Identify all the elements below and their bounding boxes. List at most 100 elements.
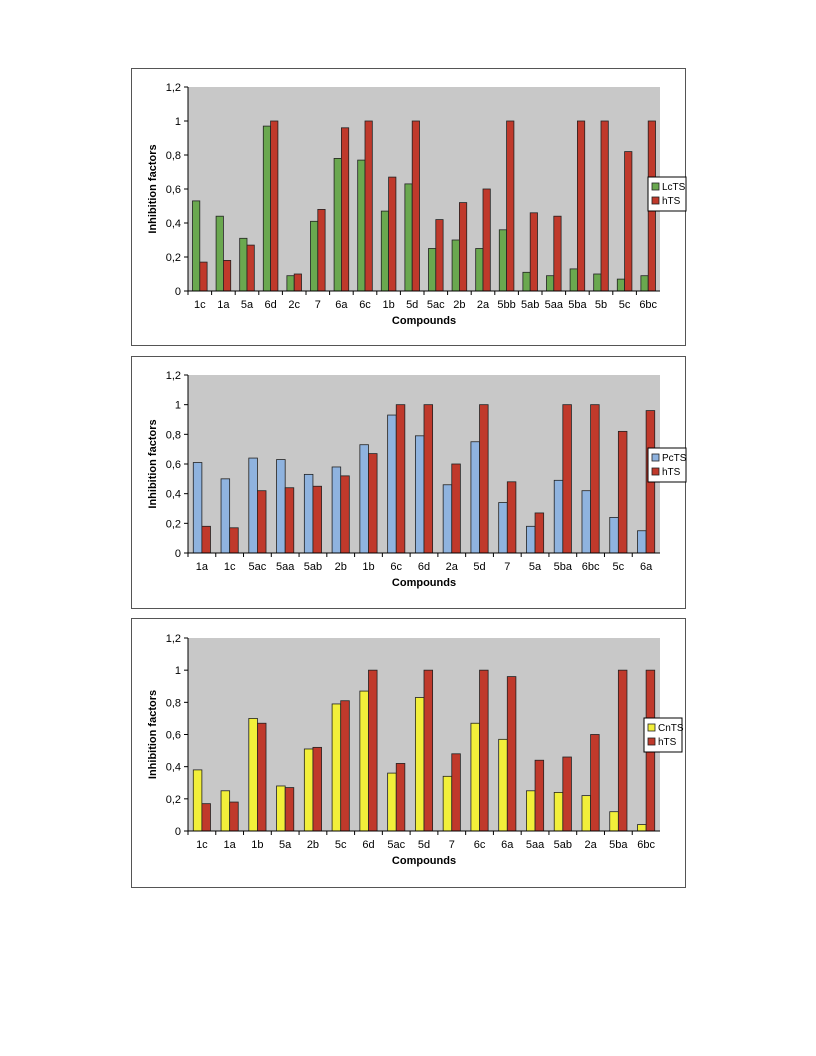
x-tick-label: 5d [418,839,430,851]
bar-lcts-7 [310,220,319,292]
bar-cnts-2b [303,748,314,832]
bar-hts-5d [479,404,489,554]
bar-pcts-1a [192,462,203,554]
bar-cnts-6a [498,738,508,832]
x-tick-label: 6a [501,839,514,851]
bar-hts-7 [451,753,461,832]
x-tick-label: 6a [640,561,653,573]
y-axis-title: Inhibition factors [147,144,159,233]
bar-pcts-5aa [276,459,286,554]
bar-cnts-5aa [526,790,536,832]
bar-lcts-5a [239,237,248,292]
y-tick-label: 0 [175,286,181,298]
x-tick-label: 5ac [249,561,267,573]
bar-lcts-6d [262,125,271,292]
bar-pcts-5d [470,441,480,554]
bar-lcts-2a [475,248,484,292]
x-tick-label: 5a [279,839,292,851]
x-tick-label: 7 [504,561,510,573]
bar-lcts-5ba [569,268,578,292]
x-tick-label: 6d [264,299,276,311]
bar-cnts-5a [276,785,286,832]
bar-pcts-2b [331,466,342,554]
x-tick-label: 1b [382,299,394,311]
legend-label-hts: hTS [662,467,681,478]
bar-pcts-5a [526,525,536,554]
legend-swatch-hts [647,737,656,746]
bar-hts-2b [312,746,322,832]
x-tick-label: 1b [362,561,374,573]
x-tick-label: 2a [584,839,597,851]
x-tick-label: 5a [241,299,254,311]
bar-cnts-1b [248,718,258,832]
x-tick-label: 1a [224,839,237,851]
y-tick-label: 1 [175,116,181,128]
bar-hts-7 [506,481,517,554]
chart-panel-pcts: 0 0,2 0,4 0,6 0,8 1 1,2 1a 1c 5ac 5aa 5ab 2b 1b 6c 6d 2a… [131,356,687,609]
bar-hts-6bc [590,404,600,554]
x-tick-label: 5ac [387,839,405,851]
y-tick-label: 0,4 [166,762,181,774]
legend-swatch-pcts [651,453,660,462]
legend: LcTS hTS [647,176,687,212]
x-tick-label: 2b [453,299,465,311]
legend-label-lcts: LcTS [662,182,686,193]
bar-hts-5ac [395,763,406,832]
bar-hts-5a [246,244,255,292]
y-tick-label: 1,2 [166,370,181,382]
bar-hts-5bb [506,120,515,292]
bar-hts-5aa [534,759,545,832]
y-tick-label: 0,4 [166,218,181,230]
x-tick-label: 1c [196,839,208,851]
bar-hts-5c [340,700,350,832]
bar-hts-1c [229,527,239,554]
x-axis-title: Compounds [392,855,456,867]
x-tick-label: 5d [406,299,418,311]
bar-cnts-6bc [637,824,647,832]
y-tick-label: 0,2 [166,794,181,806]
y-tick-label: 0,6 [166,184,181,196]
x-tick-label: 1b [251,839,263,851]
bar-lcts-1b [380,210,389,292]
legend: PcTS hTS [647,447,687,483]
x-tick-label: 5c [613,561,625,573]
y-tick-label: 0 [175,548,181,560]
bar-lcts-5b [593,273,602,292]
bar-hts-6c [479,669,489,832]
chart-lcts-vs-hts: 0 0,2 0,4 0,6 0,8 1 1,2 1c 1a 5a 6d 2c 7 6a 6c 1b 5d 5ac 2… [147,82,687,327]
y-tick-label: 0,6 [166,730,181,742]
x-tick-label: 5ab [521,299,539,311]
x-tick-label: 6bc [637,839,655,851]
legend-label-pcts: PcTS [662,453,687,464]
bar-hts-6c [395,404,406,554]
bar-hts-6a [340,127,350,292]
bar-hts-5ba [576,120,586,292]
bar-cnts-5d [414,697,425,832]
bar-lcts-2b [451,239,460,292]
bar-hts-5c [624,151,633,292]
bar-pcts-6d [414,435,425,554]
bar-hts-6d [423,404,434,554]
y-tick-label: 0,8 [166,150,181,162]
legend: CnTS hTS [643,717,684,753]
bar-hts-1c [201,803,211,832]
x-tick-label: 7 [449,839,455,851]
y-axis-title: Inhibition factors [147,419,159,508]
bar-hts-5ab [562,756,572,832]
bar-pcts-6c [387,414,397,554]
x-tick-label: 5ac [427,299,445,311]
bar-hts-2b [340,475,350,554]
x-tick-label: 1c [194,299,206,311]
x-tick-label: 5ba [554,561,573,573]
bar-hts-1c [199,261,208,292]
chart-cnts-vs-hts: 0 0,2 0,4 0,6 0,8 1 1,2 1c 1a 1b 5a 2b 5c 6d 5ac 5d 7 6c 6… [147,633,684,867]
bar-cnts-5c [331,703,342,832]
legend-swatch-lcts [651,182,660,191]
legend-label-hts: hTS [658,737,677,748]
x-tick-label: 6bc [582,561,600,573]
x-tick-label: 6c [474,839,486,851]
y-tick-label: 0,2 [166,252,181,264]
bar-lcts-2c [286,275,295,292]
bar-hts-2b [458,202,468,292]
chart-panel-cnts: 0 0,2 0,4 0,6 0,8 1 1,2 1c 1a 1b 5a 2b 5c 6d 5ac 5d 7 6c 6… [131,618,686,888]
